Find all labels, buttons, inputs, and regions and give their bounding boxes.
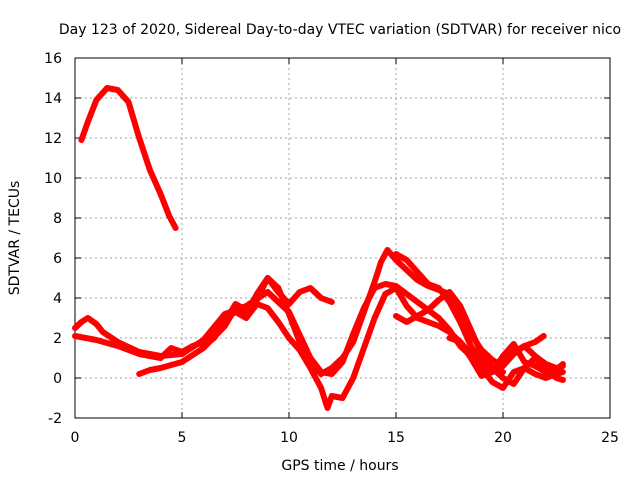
y-tick-label: 12: [44, 131, 62, 147]
series-line-arc-6: [393, 251, 547, 375]
series-line-arc-8: [446, 335, 566, 379]
series-line-arc-3: [72, 285, 566, 411]
series-line-arc-1: [78, 85, 179, 231]
x-tick-label: 15: [387, 430, 405, 446]
y-tick-label: 8: [53, 211, 62, 227]
y-tick-label: 2: [53, 331, 62, 347]
chart-title: Day 123 of 2020, Sidereal Day-to-day VTE…: [59, 22, 621, 38]
y-tick-label: 16: [44, 51, 62, 67]
x-tick-label: 25: [601, 430, 619, 446]
y-tick-label: 0: [53, 371, 62, 387]
x-tick-label: 0: [71, 430, 80, 446]
y-axis-label: SDTVAR / TECUs: [7, 181, 23, 296]
series-line-arc-2: [72, 281, 506, 377]
x-axis-label: GPS time / hours: [281, 458, 398, 474]
y-tick-label: 6: [53, 251, 62, 267]
series-line-arc-7: [393, 289, 566, 387]
x-tick-label: 20: [494, 430, 512, 446]
series-group: [72, 85, 566, 411]
x-tick-label: 5: [178, 430, 187, 446]
y-tick-label: 14: [44, 91, 62, 107]
y-tick-label: 10: [44, 171, 62, 187]
y-tick-label: -2: [48, 411, 62, 427]
y-tick-label: 4: [53, 291, 62, 307]
plot-frame: [74, 57, 611, 419]
axis-ticks: 0 5 10 15 20 25 -2 0 2 4 6 8 10 12 14 16: [44, 51, 619, 446]
x-tick-label: 10: [280, 430, 298, 446]
